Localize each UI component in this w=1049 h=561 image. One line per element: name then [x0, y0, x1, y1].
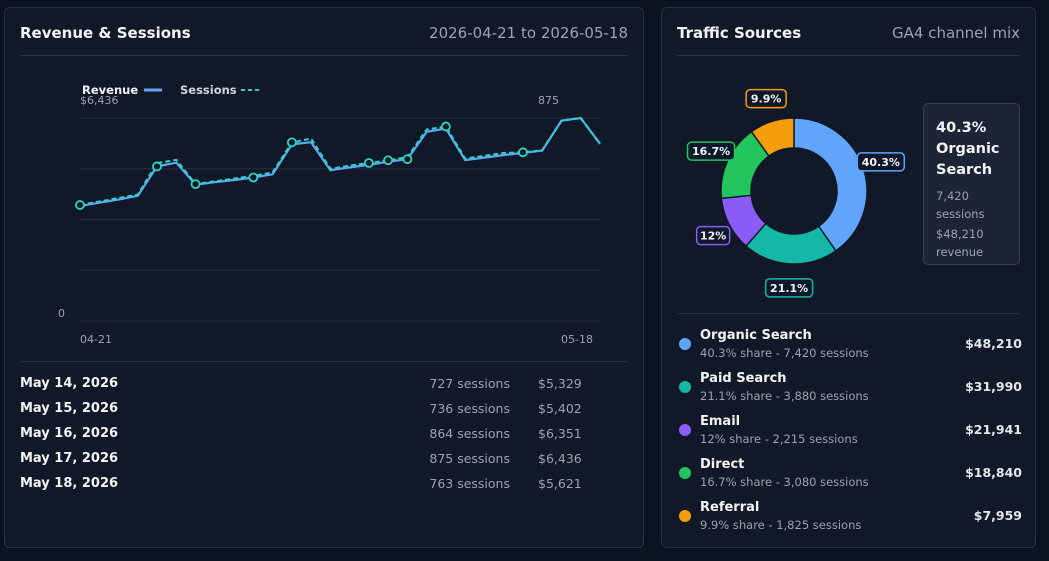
source-revenue: $18,840 — [965, 465, 1022, 480]
revenue-max-label: $6,436 — [80, 94, 119, 107]
source-item-organic-search[interactable]: Organic Search 40.3% share - 7,420 sessi… — [677, 328, 1022, 364]
y-tick-zero: 0 — [58, 307, 65, 320]
slice-callout-box — [695, 225, 731, 246]
source-revenue: $21,941 — [965, 422, 1022, 437]
tooltip-title: 40.3% Organic Search — [936, 120, 1000, 178]
slice-callout-box — [745, 88, 787, 109]
color-dot — [679, 338, 691, 350]
source-meta: 40.3% share - 7,420 sessions — [700, 346, 869, 360]
table-row-revenue: $6,436 — [538, 451, 582, 466]
source-name: Referral — [700, 500, 760, 515]
table-row-date: May 17, 2026 — [20, 451, 119, 466]
table-row-date: May 15, 2026 — [20, 401, 119, 416]
slice-callout-label: 40.3% — [862, 156, 900, 169]
source-meta: 12% share - 2,215 sessions — [700, 432, 858, 446]
slice-callout-box — [686, 141, 736, 161]
source-item-paid-search[interactable]: Paid Search 21.1% share - 3,880 sessions… — [677, 371, 1022, 407]
tooltip-revenue: $48,210 revenue — [936, 227, 984, 259]
traffic-sources-panel: Traffic Sources GA4 channel mix 40.3% 21.… — [661, 7, 1036, 548]
point-marker-sessions[interactable] — [383, 155, 394, 166]
source-item-referral[interactable]: Referral 9.9% share - 1,825 sessions $7,… — [677, 500, 1022, 536]
legend-revenue-label: Revenue — [82, 83, 138, 97]
color-dot — [679, 510, 691, 522]
point-marker-sessions[interactable] — [286, 137, 297, 148]
tooltip-sessions: 7,420 sessions — [936, 189, 985, 221]
point-marker-sessions[interactable] — [75, 200, 85, 210]
donut-slice-organic-search[interactable] — [793, 117, 868, 252]
source-name: Direct — [700, 457, 745, 472]
revenue-sessions-chart[interactable]: Revenue Sessions $6,436 875 0 04-21 05-1… — [5, 68, 645, 358]
donut-tooltip: 40.3% Organic Search 7,420 sessions $48,… — [923, 103, 1020, 265]
table-divider — [20, 361, 628, 362]
table-row-sessions: 763 sessions — [429, 476, 510, 491]
donut-slice-referral[interactable] — [750, 117, 795, 158]
table-row-revenue: $5,329 — [538, 376, 582, 391]
table-row-date: May 18, 2026 — [20, 476, 119, 491]
table-row-revenue: $5,621 — [538, 476, 582, 491]
source-name: Organic Search — [700, 328, 812, 343]
revenue-sessions-panel: Revenue & Sessions 2026-04-21 to 2026-05… — [4, 7, 644, 548]
source-item-email[interactable]: Email 12% share - 2,215 sessions $21,941 — [677, 414, 1022, 450]
series-line-revenue[interactable] — [79, 116, 601, 207]
series-line-sessions[interactable] — [79, 116, 601, 206]
panel-title: Traffic Sources — [677, 24, 802, 42]
table-row-date: May 16, 2026 — [20, 426, 119, 441]
slice-callout-label: 12% — [700, 230, 726, 243]
point-marker-sessions[interactable] — [363, 158, 374, 168]
x-tick-end: 05-18 — [561, 333, 593, 346]
table-row-date: May 14, 2026 — [20, 376, 119, 391]
source-revenue: $48,210 — [965, 336, 1022, 351]
point-marker-sessions[interactable] — [190, 179, 201, 190]
point-marker-revenue[interactable] — [402, 154, 413, 165]
table-row-sessions: 864 sessions — [429, 426, 510, 441]
source-revenue: $31,990 — [965, 379, 1022, 394]
table-row-sessions: 727 sessions — [429, 376, 510, 391]
traffic-donut-chart[interactable]: 40.3% 21.1% 12% 16.7% 9.9% — [662, 68, 917, 308]
table-row-revenue: $6,351 — [538, 426, 582, 441]
table-row-sessions: 736 sessions — [429, 401, 510, 416]
panel-title: Revenue & Sessions — [20, 24, 191, 42]
slice-callout-box — [856, 152, 906, 172]
point-marker-revenue[interactable] — [152, 161, 162, 172]
date-range[interactable]: 2026-04-21 to 2026-05-18 — [429, 24, 628, 42]
source-name: Paid Search — [700, 371, 787, 386]
x-tick-start: 04-21 — [80, 333, 112, 346]
source-meta: 21.1% share - 3,880 sessions — [700, 389, 869, 403]
source-item-direct[interactable]: Direct 16.7% share - 3,080 sessions $18,… — [677, 457, 1022, 493]
header-divider — [677, 55, 1020, 56]
point-marker-sessions[interactable] — [518, 147, 528, 158]
legend-divider — [677, 313, 1020, 314]
point-marker-sessions[interactable] — [441, 121, 451, 132]
sessions-max-label: 875 — [538, 94, 559, 107]
slice-callout-label: 16.7% — [692, 145, 730, 158]
source-name: Email — [700, 414, 741, 429]
panel-subtitle: GA4 channel mix — [892, 24, 1020, 42]
source-meta: 9.9% share - 1,825 sessions — [700, 518, 862, 532]
legend-sessions-label: Sessions — [180, 83, 237, 97]
point-marker-revenue[interactable] — [248, 172, 259, 183]
slice-callout-label: 21.1% — [770, 282, 808, 295]
slice-callout-label: 9.9% — [751, 93, 782, 106]
table-row-revenue: $5,402 — [538, 401, 582, 416]
slice-callout-box — [764, 278, 814, 298]
color-dot — [679, 381, 691, 393]
table-row-sessions: 875 sessions — [429, 451, 510, 466]
color-dot — [679, 424, 691, 436]
header-divider — [20, 55, 628, 56]
source-revenue: $7,959 — [973, 508, 1022, 523]
color-dot — [679, 467, 691, 479]
source-meta: 16.7% share - 3,080 sessions — [700, 475, 869, 489]
